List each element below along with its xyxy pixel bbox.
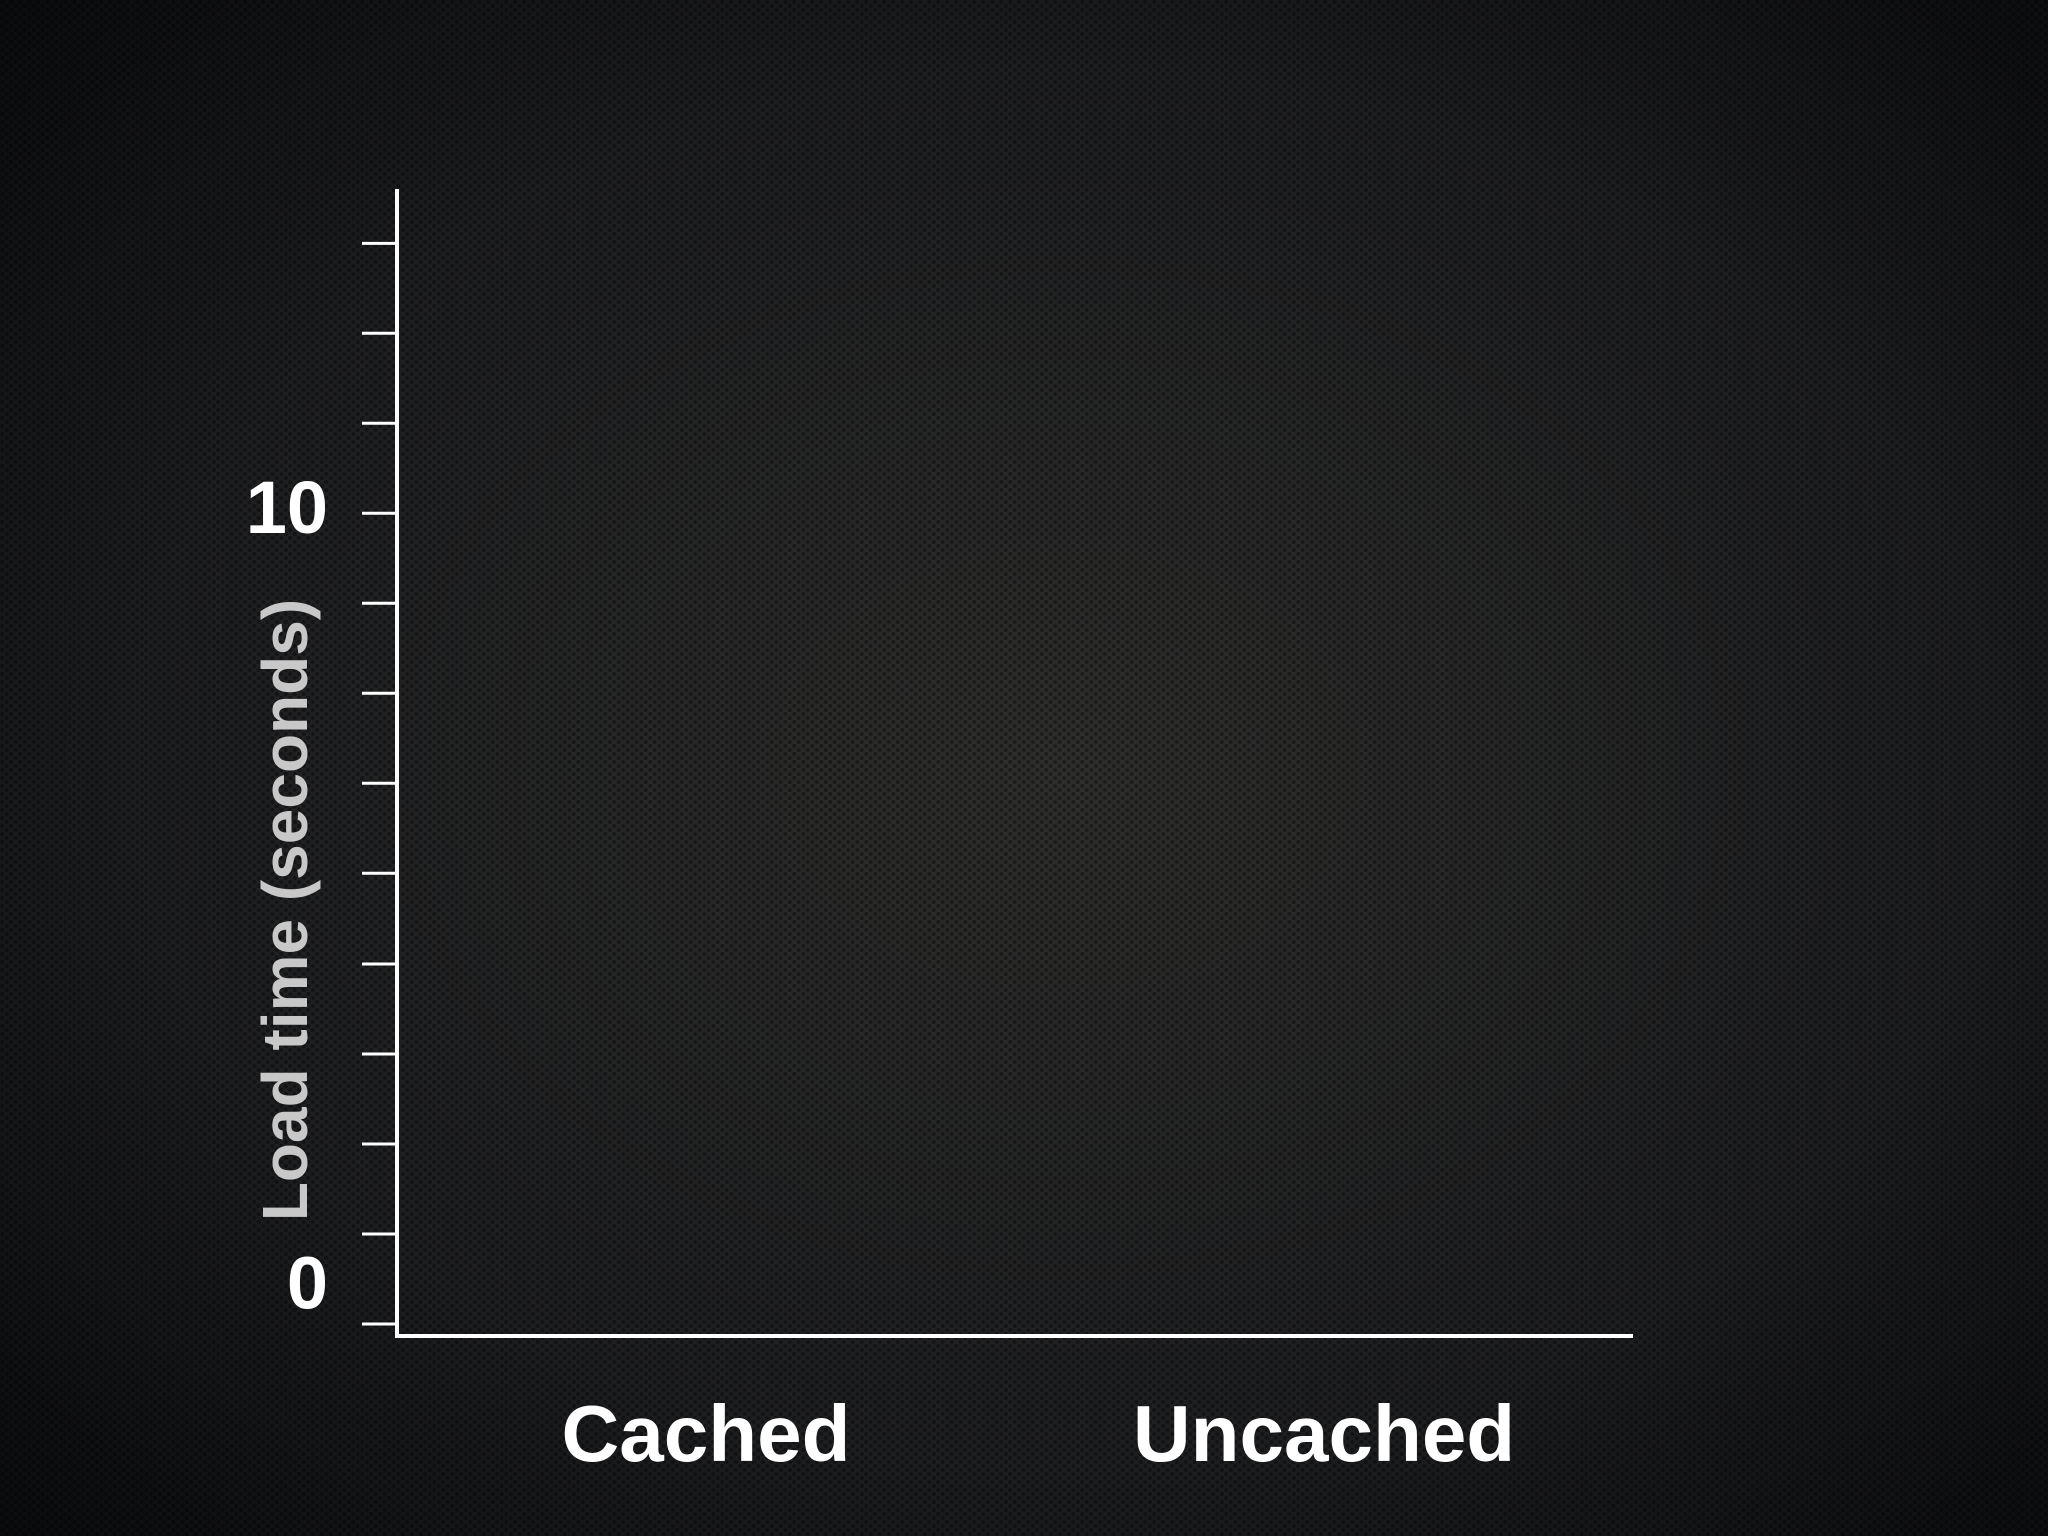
- y-tick-label: 0: [287, 1242, 328, 1325]
- x-tick-label: Cached: [562, 1389, 851, 1478]
- y-tick-label: 10: [246, 466, 328, 549]
- y-axis-label: Load time (seconds): [249, 599, 321, 1221]
- x-tick-label: Uncached: [1133, 1389, 1515, 1478]
